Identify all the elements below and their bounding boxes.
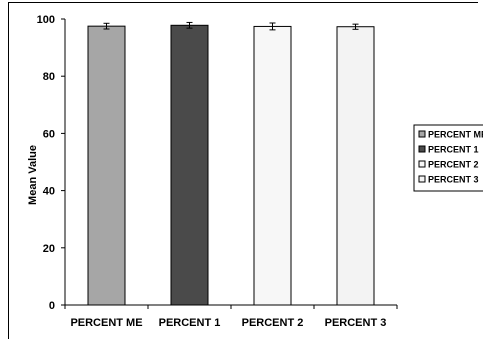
- bar-1: [87, 25, 126, 306]
- y-tick-label: 60: [43, 128, 55, 140]
- legend-label: PERCENT 3: [428, 175, 479, 185]
- x-tick-label: PERCENT 3: [325, 317, 387, 329]
- y-tick-label: 40: [43, 186, 55, 198]
- bar-4: [336, 26, 375, 306]
- legend-label: PERCENT ME: [428, 130, 483, 140]
- bar-2: [170, 24, 209, 306]
- y-tick-label: 20: [43, 243, 55, 255]
- bar-3: [253, 25, 292, 306]
- y-tick-label: 100: [37, 14, 55, 26]
- y-tick-label: 0: [49, 300, 55, 312]
- legend-swatch: [418, 130, 426, 138]
- x-tick-label: PERCENT ME: [70, 317, 142, 329]
- chart-frame: [8, 2, 478, 339]
- legend-swatch: [418, 175, 426, 183]
- legend-label: PERCENT 2: [428, 160, 479, 170]
- x-tick-label: PERCENT 2: [242, 317, 304, 329]
- legend-swatch: [418, 145, 426, 153]
- y-axis-label: Mean Value: [27, 145, 39, 205]
- x-tick-label: PERCENT 1: [159, 317, 221, 329]
- y-tick-label: 80: [43, 71, 55, 83]
- legend-label: PERCENT 1: [428, 145, 479, 155]
- legend-swatch: [418, 160, 426, 168]
